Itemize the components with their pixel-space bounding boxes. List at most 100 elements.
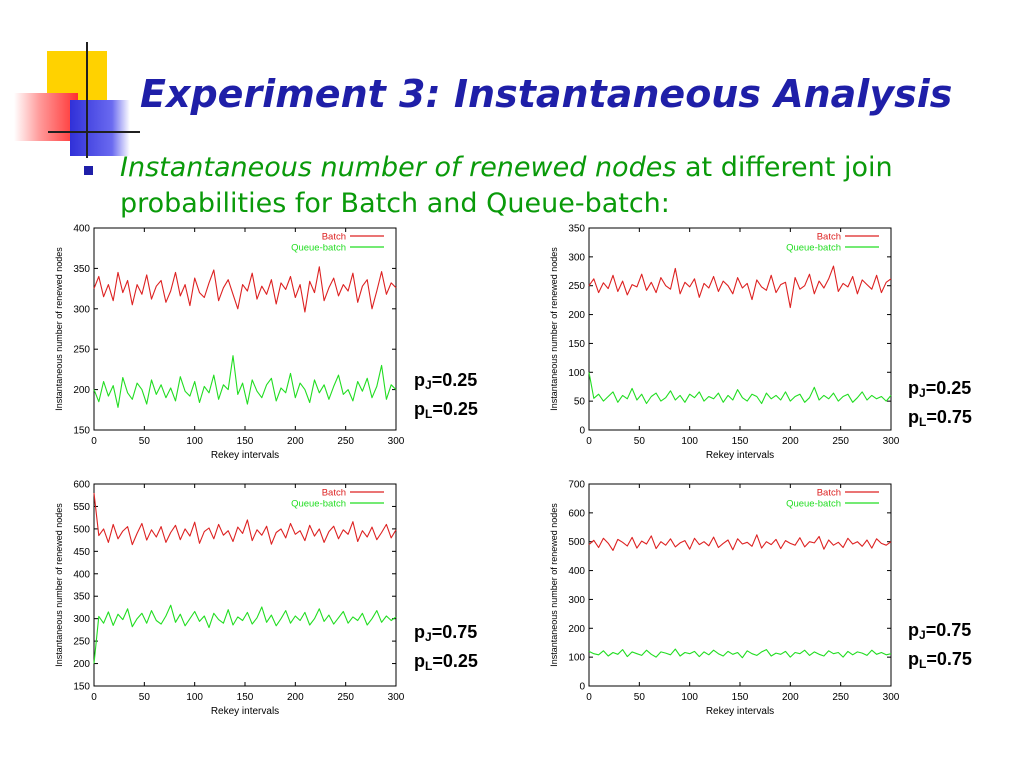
y-tick-label: 200 [73,385,90,396]
y-tick-label: 200 [568,624,585,635]
x-tick-label: 100 [681,692,698,703]
series-line-batch [93,492,397,546]
y-tick-label: 400 [568,566,585,577]
y-tick-label: 400 [73,569,90,580]
x-tick-label: 300 [388,692,405,703]
x-tick-label: 300 [883,436,900,447]
x-tick-label: 200 [287,692,304,703]
y-tick-label: 300 [73,304,90,315]
y-tick-label: 300 [73,614,90,625]
y-tick-label: 600 [568,508,585,519]
pl-label: pL=0.75 [908,649,972,671]
chart-batch-vs-queue-4: 0 50 100 150 200 250 300 0 100 200 300 400 500 600 700… [543,478,903,718]
y-tick-label: 600 [73,480,90,491]
y-tick-label: 50 [574,397,586,408]
x-tick-label: 150 [237,436,254,447]
x-axis-label: Rekey intervals [706,450,774,461]
chart-svg: 0 50 100 150 200 250 300 150 200 250 300 350 400 Reke… [54,224,405,462]
y-tick-label: 200 [73,659,90,670]
chart-svg: 0 50 100 150 200 250 300 150 200 250 300 350 400 450 5… [54,480,405,718]
x-tick-label: 200 [782,692,799,703]
chart-batch-vs-queue-2: 0 50 100 150 200 250 300 0 50 100 150 200 250 300 350 R… [543,222,903,462]
y-tick-label: 100 [568,368,585,379]
series-line-batch [588,265,892,309]
legend-label: Batch [817,232,841,243]
x-tick-label: 0 [586,692,592,703]
bullet-text: Instantaneous number of renewed nodes at… [120,150,990,222]
pj-label: pJ=0.75 [414,622,478,644]
plot-frame [588,227,892,431]
x-tick-label: 300 [388,436,405,447]
y-tick-label: 500 [73,524,90,535]
y-axis-label: Instantaneous number of renewed nodes [54,503,64,667]
x-tick-label: 200 [287,436,304,447]
x-axis-label: Rekey intervals [211,450,279,461]
y-axis-label: Instantaneous number of renewed nodes [549,247,559,411]
y-tick-label: 500 [568,537,585,548]
y-tick-label: 550 [73,502,90,513]
deco-blue-square [70,100,130,156]
x-tick-label: 50 [139,436,151,447]
y-tick-label: 400 [73,224,90,235]
x-tick-label: 0 [91,692,97,703]
y-axis-label: Instantaneous number of renewed nodes [54,247,64,411]
y-tick-label: 300 [568,595,585,606]
y-tick-label: 350 [73,592,90,603]
pj-label: pJ=0.75 [908,620,972,642]
y-tick-label: 250 [73,345,90,356]
x-tick-label: 250 [337,692,354,703]
x-tick-label: 0 [586,436,592,447]
x-tick-label: 200 [782,436,799,447]
deco-horizontal-line [48,131,140,133]
bullet-emphasis: Instantaneous number of renewed nodes [120,152,677,183]
pj-label: pJ=0.25 [414,370,478,392]
x-tick-label: 50 [634,692,646,703]
y-tick-label: 250 [73,637,90,648]
x-tick-label: 250 [337,436,354,447]
y-tick-label: 150 [568,339,585,350]
pl-label: pL=0.25 [414,651,478,673]
chart-svg: 0 50 100 150 200 250 300 0 100 200 300 400 500 600 700… [549,480,900,718]
x-tick-label: 250 [832,436,849,447]
y-tick-label: 100 [568,653,585,664]
pj-label: pJ=0.25 [908,378,972,400]
x-tick-label: 50 [634,436,646,447]
x-tick-label: 100 [186,692,203,703]
y-tick-label: 450 [73,547,90,558]
y-tick-label: 150 [73,682,90,693]
series-line-queue-batch [93,604,397,664]
legend-label: Queue-batch [786,243,841,254]
x-tick-label: 100 [681,436,698,447]
chart-batch-vs-queue-3: 0 50 100 150 200 250 300 150 200 250 300 350 400 450 5… [48,478,408,718]
y-tick-label: 250 [568,281,585,292]
series-line-batch [588,534,892,551]
deco-red-square [14,93,78,141]
x-tick-label: 150 [732,692,749,703]
chart-batch-vs-queue-1: 0 50 100 150 200 250 300 150 200 250 300 350 400 Reke… [48,222,408,462]
pl-label: pL=0.75 [908,407,972,429]
x-tick-label: 50 [139,692,151,703]
prob-label-4: pJ=0.75 pL=0.75 [908,618,972,676]
prob-label-1: pJ=0.25 pL=0.25 [414,368,478,426]
y-tick-label: 350 [73,264,90,275]
legend-label: Batch [817,488,841,499]
legend-label: Queue-batch [291,243,346,254]
x-tick-label: 150 [732,436,749,447]
pl-label: pL=0.25 [414,399,478,421]
bullet-square-icon [84,166,93,175]
deco-vertical-line [86,42,88,158]
y-axis-label: Instantaneous number of renewed nodes [549,503,559,667]
series-line-queue-batch [93,355,397,408]
legend-label: Batch [322,488,346,499]
y-tick-label: 200 [568,310,585,321]
legend-label: Batch [322,232,346,243]
chart-svg: 0 50 100 150 200 250 300 0 50 100 150 200 250 300 350 R… [549,224,900,462]
y-tick-label: 0 [579,426,585,437]
x-tick-label: 300 [883,692,900,703]
plot-frame [588,483,892,687]
slide-title: Experiment 3: Instantaneous Analysis [140,72,953,116]
x-axis-label: Rekey intervals [706,706,774,717]
prob-label-2: pJ=0.25 pL=0.75 [908,376,972,434]
plot-frame [93,483,397,687]
legend-label: Queue-batch [786,499,841,510]
